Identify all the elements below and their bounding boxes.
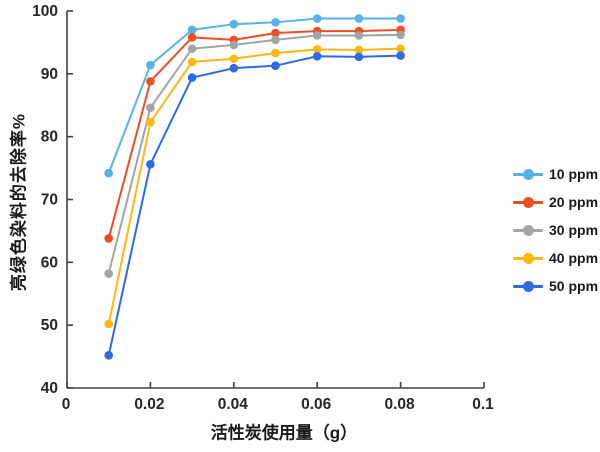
legend-marker-icon (513, 168, 543, 180)
series-line-40-ppm (107, 47, 401, 325)
data-point-10-ppm (187, 25, 197, 35)
legend-label: 40 ppm (549, 250, 599, 266)
data-point-10-ppm (396, 14, 405, 23)
data-point-10-ppm (271, 18, 280, 27)
data-point-40-ppm (187, 57, 197, 67)
data-point-20-ppm (271, 28, 280, 38)
legend-item-30-ppm: 30 ppm (513, 221, 598, 239)
data-point-40-ppm (229, 54, 239, 64)
legend-item-50-ppm: 50 ppm (513, 277, 598, 295)
legend-item-20-ppm: 20 ppm (513, 193, 598, 211)
series-line-10-ppm (107, 17, 401, 174)
legend-dot-icon (523, 196, 534, 208)
data-point-30-ppm (312, 31, 322, 40)
data-point-50-ppm (146, 160, 155, 169)
x-axis-title: 活性炭使用量（g） (210, 423, 358, 443)
legend-dot-icon (523, 252, 534, 264)
series-line-20-ppm (107, 28, 401, 239)
x-tick-label: 0.04 (218, 396, 249, 413)
y-tick-label: 60 (41, 254, 58, 271)
data-point-50-ppm (271, 61, 280, 70)
legend-marker-icon (513, 280, 543, 292)
legend-label: 50 ppm (549, 278, 599, 294)
legend-label: 30 ppm (549, 222, 599, 238)
data-point-10-ppm (104, 168, 113, 178)
y-tick-label: 90 (41, 66, 58, 83)
x-tick-label: 0 (62, 396, 71, 413)
data-point-50-ppm (312, 51, 322, 61)
legend: 10 ppm 20 ppm 30 ppm 40 ppm 50 ppm (513, 165, 598, 295)
legend-marker-icon (513, 224, 543, 236)
data-point-30-ppm (146, 103, 155, 113)
data-point-50-ppm (229, 63, 239, 73)
y-tick-label: 40 (41, 380, 58, 397)
data-point-40-ppm (271, 48, 280, 58)
y-tick-label: 70 (41, 192, 58, 209)
data-point-30-ppm (396, 30, 405, 40)
legend-item-40-ppm: 40 ppm (513, 249, 598, 267)
data-point-40-ppm (146, 117, 155, 127)
data-point-40-ppm (396, 44, 405, 53)
data-point-30-ppm (104, 269, 113, 278)
legend-item-10-ppm: 10 ppm (513, 165, 598, 183)
y-tick-label: 50 (41, 317, 58, 334)
data-point-40-ppm (354, 45, 364, 55)
data-point-50-ppm (187, 73, 197, 82)
data-point-50-ppm (354, 52, 364, 62)
legend-dot-icon (523, 280, 534, 292)
series-line-30-ppm (107, 33, 401, 274)
legend-label: 10 ppm (549, 166, 599, 182)
data-point-30-ppm (271, 35, 280, 45)
data-point-10-ppm (354, 14, 364, 23)
data-point-10-ppm (146, 60, 155, 70)
x-tick-label: 0.02 (134, 396, 164, 413)
legend-marker-icon (513, 252, 543, 264)
series-line-50-ppm (107, 54, 401, 356)
data-point-20-ppm (187, 33, 197, 42)
data-point-50-ppm (104, 351, 113, 360)
legend-marker-icon (513, 196, 543, 208)
y-tick-label: 80 (41, 129, 58, 146)
x-tick-label: 0.1 (472, 396, 494, 413)
data-point-40-ppm (312, 45, 322, 54)
legend-dot-icon (523, 168, 534, 180)
y-tick-label: 100 (32, 3, 58, 20)
data-point-40-ppm (104, 319, 113, 329)
x-tick-label: 0.08 (385, 396, 416, 413)
legend-label: 20 ppm (549, 194, 599, 210)
y-axis-title: 亮绿色染料的去除率% (9, 112, 29, 292)
data-point-30-ppm (354, 31, 364, 40)
data-point-10-ppm (312, 14, 322, 23)
data-point-50-ppm (396, 51, 405, 60)
x-tick-label: 0.06 (301, 396, 332, 413)
data-point-30-ppm (187, 44, 197, 53)
legend-dot-icon (523, 224, 534, 236)
data-point-30-ppm (229, 40, 239, 50)
data-point-20-ppm (104, 234, 113, 243)
data-point-20-ppm (146, 77, 155, 86)
data-point-10-ppm (229, 19, 239, 29)
